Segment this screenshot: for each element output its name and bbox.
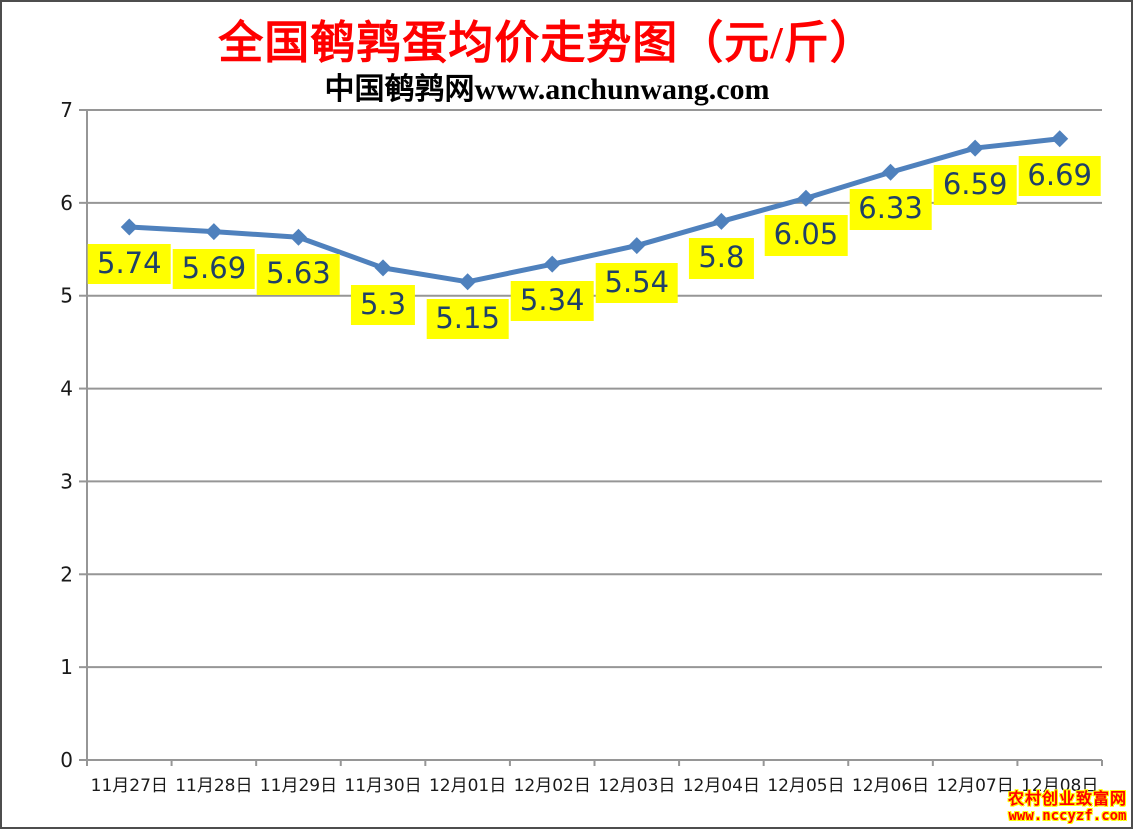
chart-title: 全国鹌鹑蛋均价走势图（元/斤） bbox=[218, 18, 876, 68]
x-axis-category-label: 11月30日 bbox=[344, 776, 421, 796]
chart-subtitle: 中国鹌鹑网www.anchunwang.com bbox=[324, 73, 770, 106]
x-axis-category-label: 12月08日 bbox=[1021, 776, 1098, 796]
y-axis-tick-label: 4 bbox=[60, 377, 73, 401]
watermark-site-name: 农村创业致富网 bbox=[1007, 789, 1127, 809]
data-point-marker bbox=[459, 273, 477, 291]
data-point-marker bbox=[628, 237, 646, 255]
y-axis-tick-label: 3 bbox=[60, 469, 73, 493]
data-label: 6.05 bbox=[764, 215, 848, 256]
x-axis-category-label: 11月29日 bbox=[260, 776, 337, 796]
data-label: 5.3 bbox=[350, 284, 416, 326]
x-axis-category-label: 12月02日 bbox=[514, 776, 591, 796]
y-axis-tick-label: 5 bbox=[60, 284, 73, 308]
x-axis-category-label: 11月27日 bbox=[91, 776, 168, 796]
data-point-marker bbox=[205, 223, 223, 241]
price-series-line bbox=[126, 136, 1063, 285]
watermark-site-url: www.nccyzf.com bbox=[1008, 808, 1127, 825]
x-axis-category-label: 12月06日 bbox=[852, 776, 929, 796]
x-axis-category-label: 12月04日 bbox=[683, 776, 760, 796]
watermark: 农村创业致富网 www.nccyzf.com bbox=[1008, 789, 1127, 825]
data-point-marker bbox=[543, 255, 561, 273]
data-point-marker bbox=[120, 218, 138, 236]
data-label: 5.54 bbox=[595, 262, 679, 303]
data-label: 5.69 bbox=[172, 248, 256, 289]
y-axis-tick-label: 2 bbox=[60, 562, 73, 586]
data-label: 6.69 bbox=[1018, 155, 1101, 197]
data-point-marker bbox=[1051, 130, 1069, 148]
y-axis-tick-label: 1 bbox=[60, 655, 73, 679]
data-point-marker bbox=[289, 228, 307, 246]
data-label: 6.33 bbox=[849, 189, 932, 230]
data-label: 5.34 bbox=[510, 281, 594, 322]
x-axis-category-label: 11月28日 bbox=[175, 776, 252, 796]
x-axis-category-label: 12月07日 bbox=[936, 776, 1013, 796]
y-axis-tick-label: 0 bbox=[60, 748, 73, 772]
data-point-marker bbox=[797, 189, 815, 207]
y-axis-tick-label: 7 bbox=[60, 98, 73, 122]
data-label: 5.8 bbox=[689, 238, 754, 279]
data-point-marker bbox=[712, 212, 730, 230]
x-axis-category-label: 12月03日 bbox=[598, 776, 675, 796]
x-axis-category-label: 12月01日 bbox=[429, 776, 506, 796]
data-point-marker bbox=[882, 163, 900, 181]
data-label: 5.74 bbox=[87, 244, 171, 285]
data-point-marker bbox=[374, 259, 392, 277]
data-label: 5.63 bbox=[257, 254, 340, 295]
data-label: 5.15 bbox=[426, 298, 509, 340]
y-axis-tick-label: 6 bbox=[60, 191, 73, 215]
data-point-marker bbox=[966, 139, 984, 157]
x-axis-category-label: 12月05日 bbox=[767, 776, 844, 796]
data-label: 6.59 bbox=[933, 165, 1017, 206]
